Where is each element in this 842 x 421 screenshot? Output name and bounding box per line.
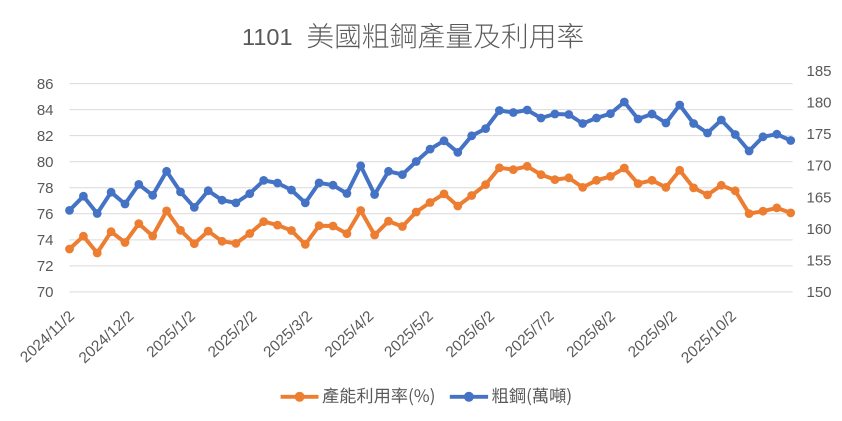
svg-text:175: 175: [807, 126, 832, 143]
svg-text:74: 74: [37, 232, 54, 249]
svg-text:180: 180: [807, 94, 832, 111]
svg-text:1101: 1101: [242, 24, 293, 50]
svg-text:165: 165: [807, 189, 832, 206]
svg-text:170: 170: [807, 158, 832, 175]
svg-text:72: 72: [37, 258, 54, 275]
svg-text:82: 82: [37, 128, 54, 145]
svg-text:80: 80: [37, 154, 54, 171]
svg-text:150: 150: [807, 284, 832, 301]
svg-text:78: 78: [37, 180, 54, 197]
svg-text:70: 70: [37, 284, 54, 301]
svg-text:84: 84: [37, 102, 54, 119]
svg-text:160: 160: [807, 221, 832, 238]
svg-text:76: 76: [37, 206, 54, 223]
svg-text:86: 86: [37, 76, 54, 93]
svg-text:185: 185: [807, 63, 832, 80]
svg-text:155: 155: [807, 253, 832, 270]
